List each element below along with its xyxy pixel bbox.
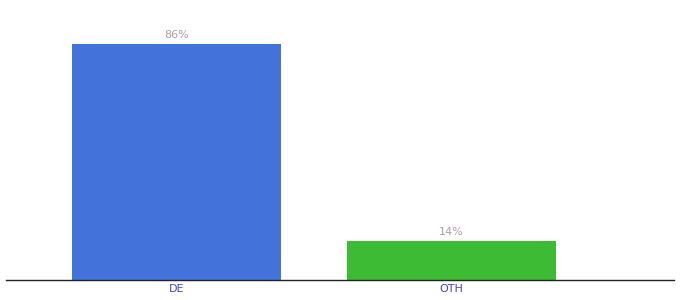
Text: 86%: 86% — [164, 30, 189, 40]
Text: 14%: 14% — [439, 227, 464, 237]
Bar — [73, 44, 281, 280]
Bar — [347, 241, 556, 280]
